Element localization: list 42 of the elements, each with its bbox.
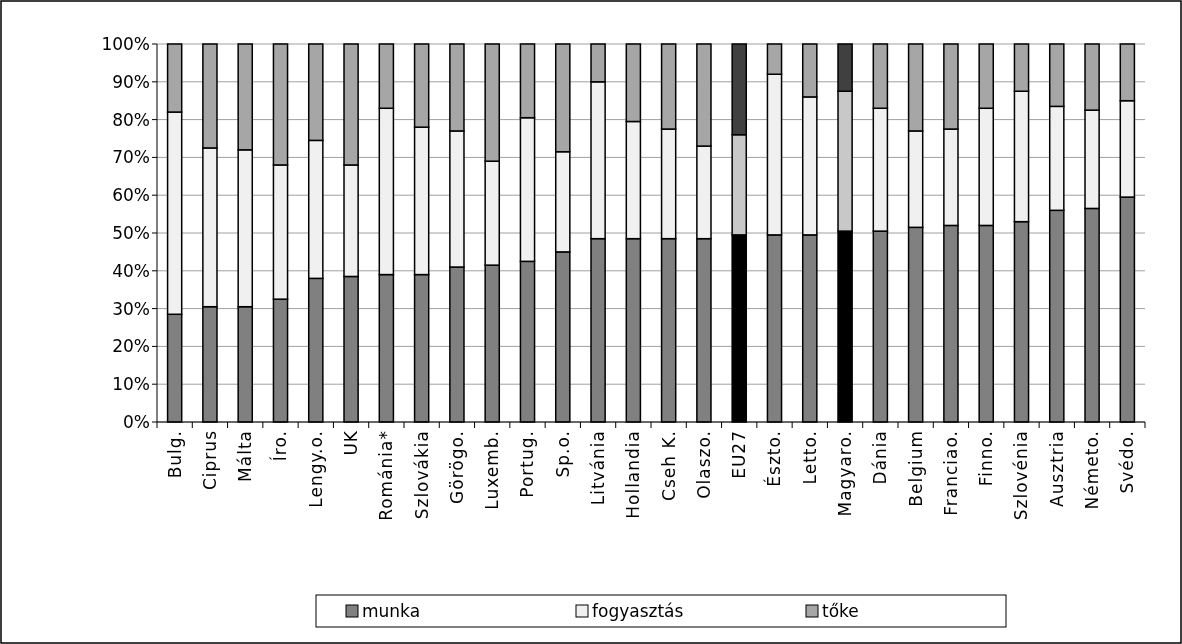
- y-tick-label: 60%: [112, 185, 150, 206]
- x-tick-label: Olaszo.: [693, 430, 714, 499]
- y-tick-label: 100%: [101, 33, 150, 54]
- x-tick-label: Litvánia: [588, 430, 609, 506]
- x-tick-label: Finno.: [976, 430, 997, 487]
- x-tick-label: Szlovénia: [1011, 430, 1032, 521]
- y-tick-label: 80%: [112, 109, 150, 130]
- y-tick-label: 0%: [123, 411, 150, 432]
- x-tick-label: Franciao.: [940, 430, 961, 516]
- x-tick-label: Portug.: [517, 430, 538, 498]
- y-tick-label: 50%: [112, 222, 150, 243]
- legend-label: munka: [362, 600, 421, 621]
- legend-label: tőke: [822, 600, 859, 621]
- x-tick-label: EU27: [729, 430, 750, 479]
- x-tick-label: Görögo.: [446, 430, 467, 504]
- x-tick-label: Letto.: [799, 430, 820, 485]
- x-tick-label: UK: [341, 430, 362, 456]
- legend-label: fogyasztás: [592, 600, 684, 621]
- x-tick-label: Ausztria: [1046, 430, 1067, 507]
- x-tick-label: Lengy.o.: [305, 430, 326, 508]
- y-tick-label: 70%: [112, 147, 150, 168]
- x-tick-label: Ciprus: [199, 430, 220, 491]
- y-tick-label: 40%: [112, 260, 150, 281]
- x-tick-label: Luxemb.: [482, 430, 503, 510]
- x-tick-label: Svédo.: [1117, 430, 1138, 494]
- x-tick-label: Málta: [235, 430, 256, 482]
- x-tick-label: Cseh K.: [658, 430, 679, 501]
- x-tick-label: Hollandia: [623, 430, 644, 519]
- x-tick-label: Bulg.: [164, 430, 185, 479]
- x-tick-label: Dánia: [870, 430, 891, 485]
- x-tick-label: Észto.: [763, 430, 785, 487]
- x-tick-label: Románia*: [376, 430, 397, 521]
- y-tick-label: 20%: [112, 336, 150, 357]
- x-tick-label: Íro.: [269, 430, 291, 462]
- x-tick-label: Németo.: [1082, 430, 1103, 510]
- x-tick-label: Magyaro.: [835, 430, 856, 517]
- y-tick-label: 30%: [112, 298, 150, 319]
- x-tick-label: Belgium: [905, 430, 926, 507]
- x-tick-label: Sp.o.: [552, 430, 573, 478]
- y-tick-label: 90%: [112, 71, 150, 92]
- x-tick-label: Szlovákia: [411, 430, 432, 520]
- y-tick-label: 10%: [112, 374, 150, 395]
